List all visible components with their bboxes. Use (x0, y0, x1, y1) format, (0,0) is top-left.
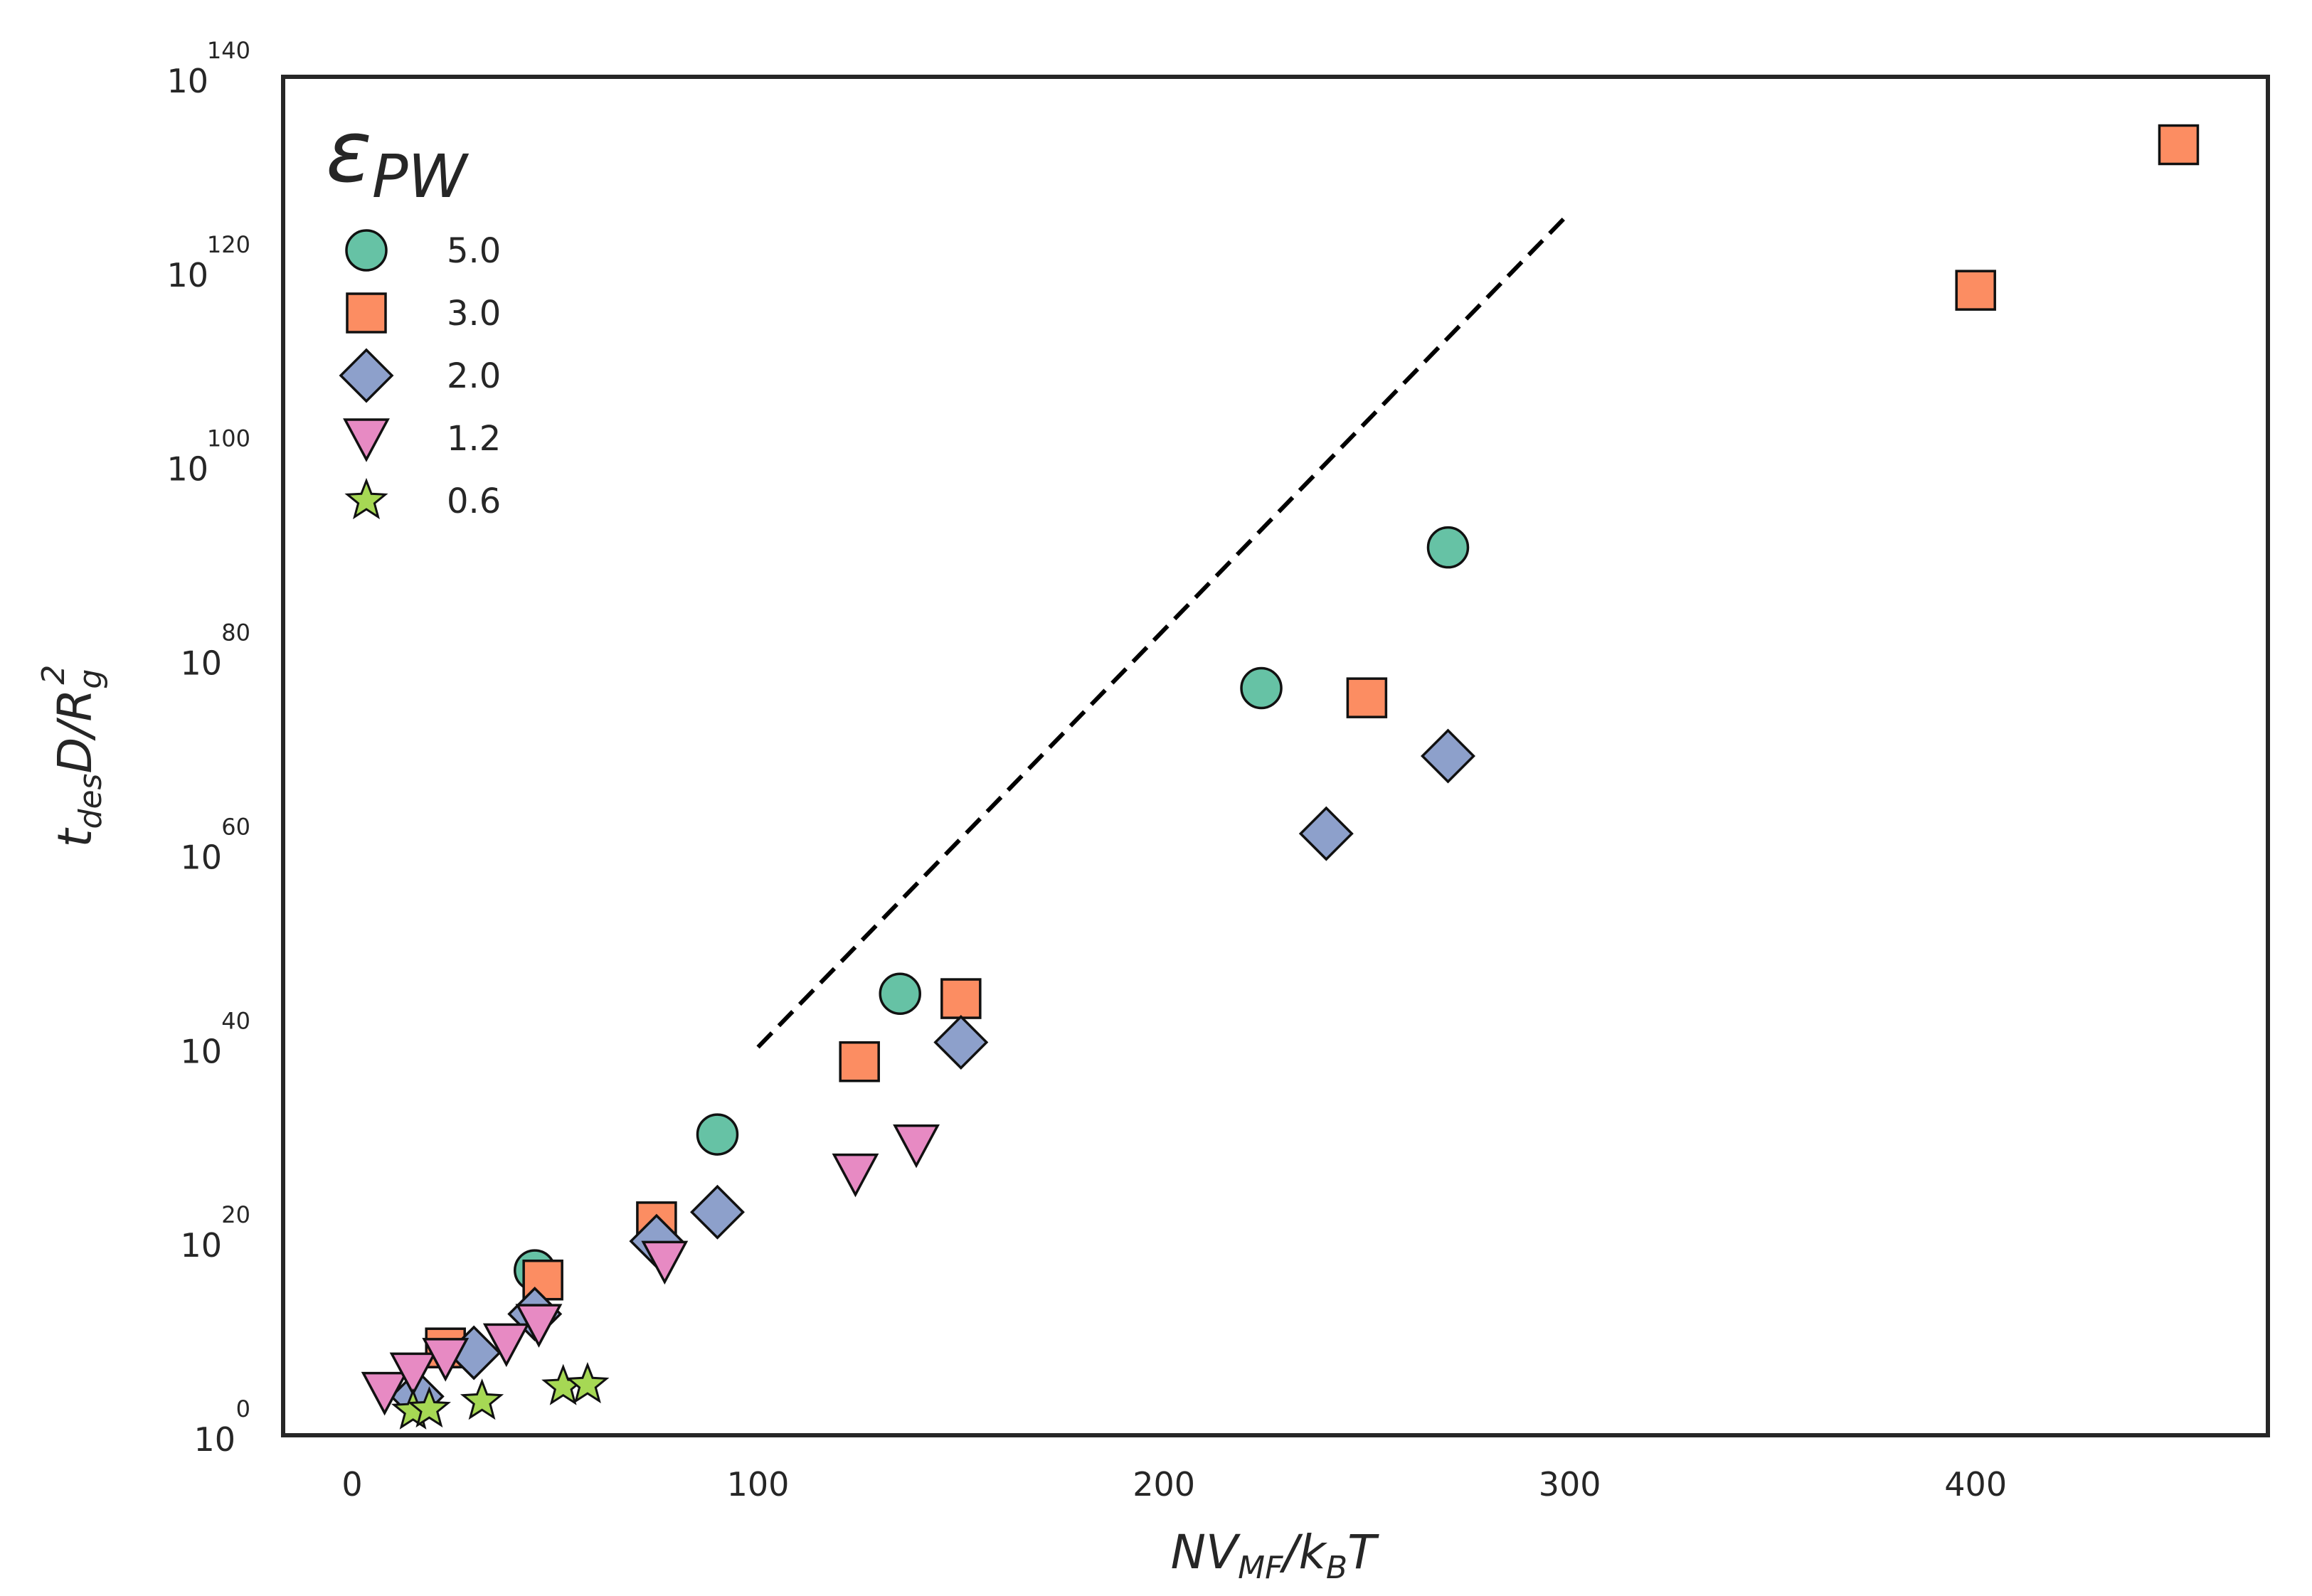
data-point (422, 1338, 470, 1382)
series-3.0 (425, 124, 2200, 1368)
y-tick-label: 010 (193, 1395, 250, 1459)
y-tick-base: 10 (180, 1032, 222, 1070)
y-tick-exponent: 80 (221, 619, 250, 647)
y-tick-exponent: 140 (207, 37, 250, 64)
y-tick-exponent: 40 (221, 1007, 250, 1034)
data-point (1298, 806, 1354, 861)
legend-entries: 5.0 3.0 2.0 1.2 0.6 (339, 229, 501, 521)
y-tick-exponent: 0 (236, 1395, 250, 1422)
y-tick-base: 10 (166, 62, 208, 100)
x-axis-ticks: 0 100 200 300 400 (341, 1465, 2007, 1504)
legend-entry: 3.0 (346, 292, 501, 334)
data-point (1240, 666, 1283, 710)
data-point (1346, 677, 1388, 718)
legend-label: 2.0 (447, 356, 501, 396)
data-point (893, 1124, 940, 1169)
x-axis-title: NVMF/kBT (1171, 1525, 1379, 1586)
data-point (407, 1386, 451, 1428)
legend-label: 3.0 (447, 294, 501, 334)
x-tick-label: 300 (1539, 1465, 1601, 1504)
data-point (839, 1041, 880, 1082)
y-tick-base: 10 (180, 644, 222, 683)
legend-label: 1.2 (447, 419, 501, 459)
y-tick-base: 10 (166, 450, 208, 489)
legend-marker (343, 418, 390, 462)
series-5.0 (513, 526, 1470, 1292)
legend-entry: 1.2 (343, 418, 501, 462)
y-tick-base: 10 (180, 1226, 222, 1265)
series-1.2 (361, 1124, 940, 1416)
data-point (690, 1184, 745, 1240)
legend-entry: 2.0 (339, 348, 501, 403)
data-point (566, 1361, 610, 1404)
legend-entry: 5.0 (345, 229, 501, 272)
data-point (696, 1113, 739, 1156)
legend-marker (346, 292, 387, 334)
legend-marker (344, 477, 388, 520)
data-point (940, 978, 982, 1019)
data-point (361, 1371, 408, 1416)
y-tick-exponent: 60 (221, 813, 250, 840)
data-point (515, 1304, 563, 1348)
legend-label: 0.6 (447, 482, 501, 521)
data-point (389, 1352, 437, 1397)
data-point (832, 1153, 879, 1198)
reference-dashed-line (756, 211, 1571, 1049)
series-0.6 (391, 1361, 610, 1430)
data-marks (361, 124, 2200, 1430)
data-point (879, 972, 921, 1015)
plot-frame (281, 75, 2270, 1437)
y-tick-base: 10 (166, 256, 208, 294)
y-axis-title: tdesD/Rg2 (36, 665, 109, 848)
legend: εPW 5.0 3.0 2.0 1.2 0.6 (326, 103, 501, 521)
data-point (1955, 270, 1996, 311)
data-point (1426, 526, 1470, 569)
data-point (641, 1240, 689, 1285)
y-tick-base: 10 (180, 838, 222, 876)
y-tick-exponent: 120 (207, 231, 250, 258)
data-point (933, 1014, 989, 1070)
y-tick-base: 10 (193, 1420, 235, 1459)
y-tick-exponent: 100 (207, 425, 250, 452)
x-tick-label: 0 (341, 1465, 362, 1504)
x-tick-label: 100 (727, 1465, 790, 1504)
y-tick-exponent: 20 (221, 1201, 250, 1228)
data-point (460, 1378, 504, 1420)
legend-title: εPW (326, 103, 470, 211)
legend-marker (339, 348, 394, 403)
data-point (1421, 728, 1475, 784)
legend-marker (345, 229, 388, 272)
x-tick-label: 400 (1944, 1465, 2007, 1504)
data-point (482, 1323, 530, 1368)
x-tick-label: 200 (1133, 1465, 1195, 1504)
data-point (2158, 124, 2200, 166)
legend-label: 5.0 (447, 231, 501, 271)
legend-entry: 0.6 (344, 477, 501, 521)
